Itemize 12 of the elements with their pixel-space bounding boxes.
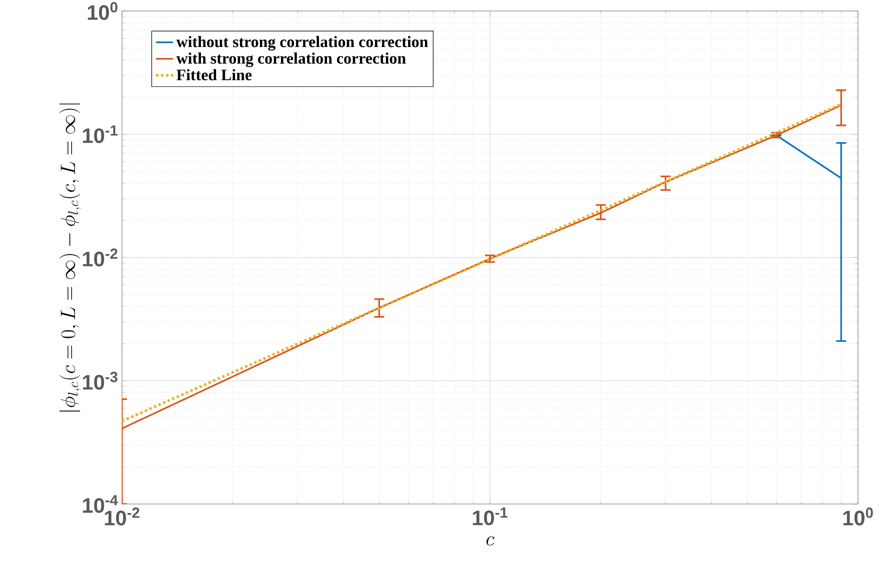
y-tick-label: 10$^{-2}$ [82, 248, 118, 266]
y-tick-label: 10$^{-3}$ [82, 372, 118, 390]
y-tick-label: 10$^{0}$ [88, 2, 118, 20]
legend-label: without strong correlation correction [176, 36, 428, 51]
x-tick-label: 10$^{0}$ [843, 508, 873, 526]
x-tick-label: 10$^{-2}$ [104, 508, 140, 526]
x-tick-label: 10$^{-1}$ [472, 508, 508, 526]
legend-label: with strong correlation correction [176, 52, 406, 68]
legend-label: Fitted Line [176, 69, 252, 80]
y-tick-label: 10$^{-1}$ [82, 125, 118, 144]
x-axis-title: $c$ [486, 536, 494, 546]
y-axis-title: $|\phi_{l,c}(c=0,L=\infty)-\phi_{l,c}(c,L=\infty)|$ [59, 104, 81, 412]
